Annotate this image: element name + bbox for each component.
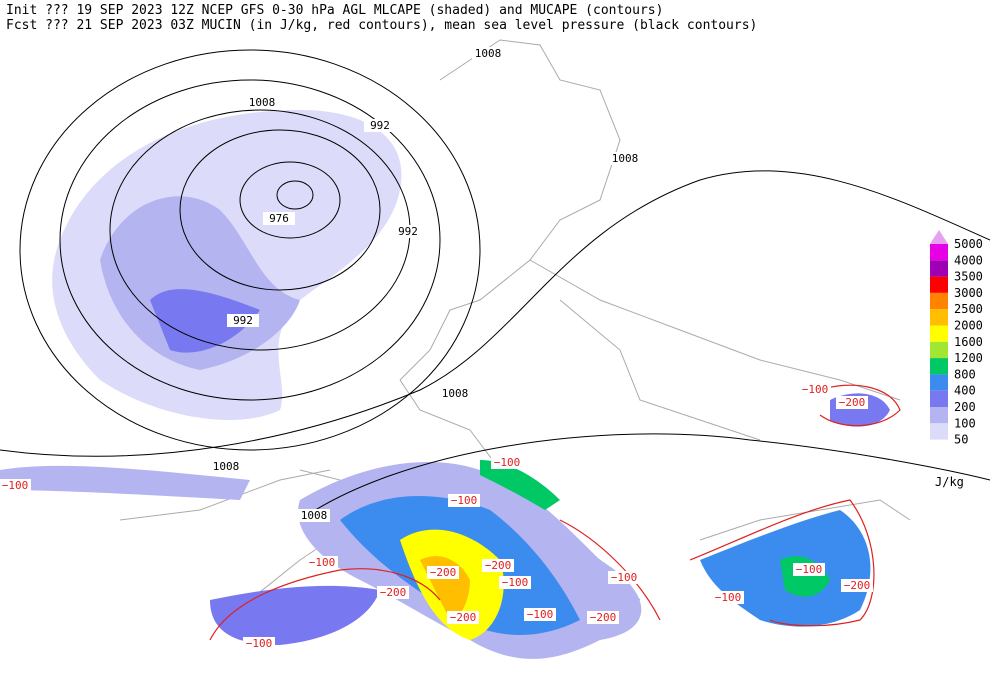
mucin-label: −100 xyxy=(502,576,529,589)
label-bg xyxy=(392,225,424,238)
label-bg xyxy=(263,212,295,225)
legend-label: 2000 xyxy=(954,319,983,333)
legend-swatch xyxy=(930,244,948,261)
legend-label: 400 xyxy=(954,384,976,398)
legend-unit: J/kg xyxy=(935,475,964,489)
legend-swatch xyxy=(930,358,948,375)
label-bg xyxy=(609,152,641,165)
label-bg xyxy=(841,579,873,592)
legend-swatch xyxy=(930,292,948,310)
pressure-label: 992 xyxy=(398,225,418,238)
label-bg xyxy=(246,96,278,109)
mucin-label: −100 xyxy=(796,563,823,576)
label-bg xyxy=(377,586,409,599)
legend-swatch xyxy=(930,423,948,440)
pressure-label: 1008 xyxy=(249,96,276,109)
label-bg xyxy=(524,608,556,621)
label-bg xyxy=(491,456,523,469)
pressure-label: 1008 xyxy=(475,47,502,60)
header-line: Fcst ??? 21 SEP 2023 03Z MUCIN (in J/kg,… xyxy=(6,18,757,33)
label-bg xyxy=(210,460,242,473)
legend-swatch xyxy=(930,276,948,293)
mucin-contours xyxy=(209,384,901,641)
legend-swatch xyxy=(930,374,948,391)
pressure-label: 992 xyxy=(370,119,390,132)
mucin-label: −100 xyxy=(527,608,554,621)
mucin-label: −100 xyxy=(611,571,638,584)
label-bg xyxy=(0,479,31,492)
mucin-label: −100 xyxy=(309,556,336,569)
mucin-label: −200 xyxy=(430,566,457,579)
mucin-label: −200 xyxy=(590,611,617,624)
legend-swatch xyxy=(930,260,948,277)
legend-triangle xyxy=(930,230,948,244)
label-bg xyxy=(364,119,396,132)
legend-swatch xyxy=(930,341,948,359)
legend-label: 50 xyxy=(954,433,968,447)
mucin-label: −200 xyxy=(380,586,407,599)
label-bg xyxy=(608,571,640,584)
label-bg xyxy=(306,556,338,569)
label-bg xyxy=(298,509,330,522)
legend-label: 3000 xyxy=(954,286,983,300)
label-bg xyxy=(836,396,868,409)
legend-label: 3500 xyxy=(954,270,983,284)
label-bg xyxy=(482,559,514,572)
legend-swatch xyxy=(930,309,948,326)
legend-label: 1200 xyxy=(954,351,983,365)
legend-swatch xyxy=(930,390,948,407)
pressure-label: 1008 xyxy=(442,387,469,400)
mucin-label: −100 xyxy=(246,637,273,650)
label-bg xyxy=(448,494,480,507)
pressure-contours xyxy=(0,49,991,521)
mucin-label: −200 xyxy=(485,559,512,572)
label-bg xyxy=(793,563,825,576)
legend-swatch xyxy=(930,325,948,342)
legend-label: 1600 xyxy=(954,335,983,349)
mucin-label: −100 xyxy=(715,591,742,604)
header-line: Init ??? 19 SEP 2023 12Z NCEP GFS 0-30 h… xyxy=(6,3,663,18)
pressure-label: 1008 xyxy=(301,509,328,522)
legend-label: 100 xyxy=(954,416,976,430)
mucin-label: −100 xyxy=(494,456,521,469)
label-bg xyxy=(712,591,744,604)
label-bg xyxy=(227,314,259,327)
label-bg xyxy=(472,47,504,60)
label-bg xyxy=(587,611,619,624)
label-bg xyxy=(439,387,471,400)
label-bg xyxy=(243,637,275,650)
mucin-label: −200 xyxy=(844,579,871,592)
legend: 5000 4000 3500 3000 2500 2000 1600 1200 800 400 20… xyxy=(930,230,983,489)
legend-label: 800 xyxy=(954,367,976,381)
label-bg xyxy=(447,611,479,624)
legend-label: 2500 xyxy=(954,302,983,316)
label-bg xyxy=(499,576,531,589)
pressure-label: 976 xyxy=(269,212,289,225)
pressure-label: 992 xyxy=(233,314,253,327)
mucin-label: −200 xyxy=(839,396,866,409)
legend-label: 4000 xyxy=(954,253,983,267)
legend-label: 5000 xyxy=(954,237,983,251)
pressure-label: 1008 xyxy=(612,152,639,165)
mucin-label: −100 xyxy=(2,479,29,492)
label-bg xyxy=(799,383,831,396)
legend-swatch xyxy=(930,407,948,424)
mucin-label: −100 xyxy=(802,383,829,396)
legend-label: 200 xyxy=(954,400,976,414)
mucin-label: −200 xyxy=(450,611,477,624)
mucin-label: −100 xyxy=(451,494,478,507)
pressure-label: 1008 xyxy=(213,460,240,473)
label-bg xyxy=(427,566,459,579)
